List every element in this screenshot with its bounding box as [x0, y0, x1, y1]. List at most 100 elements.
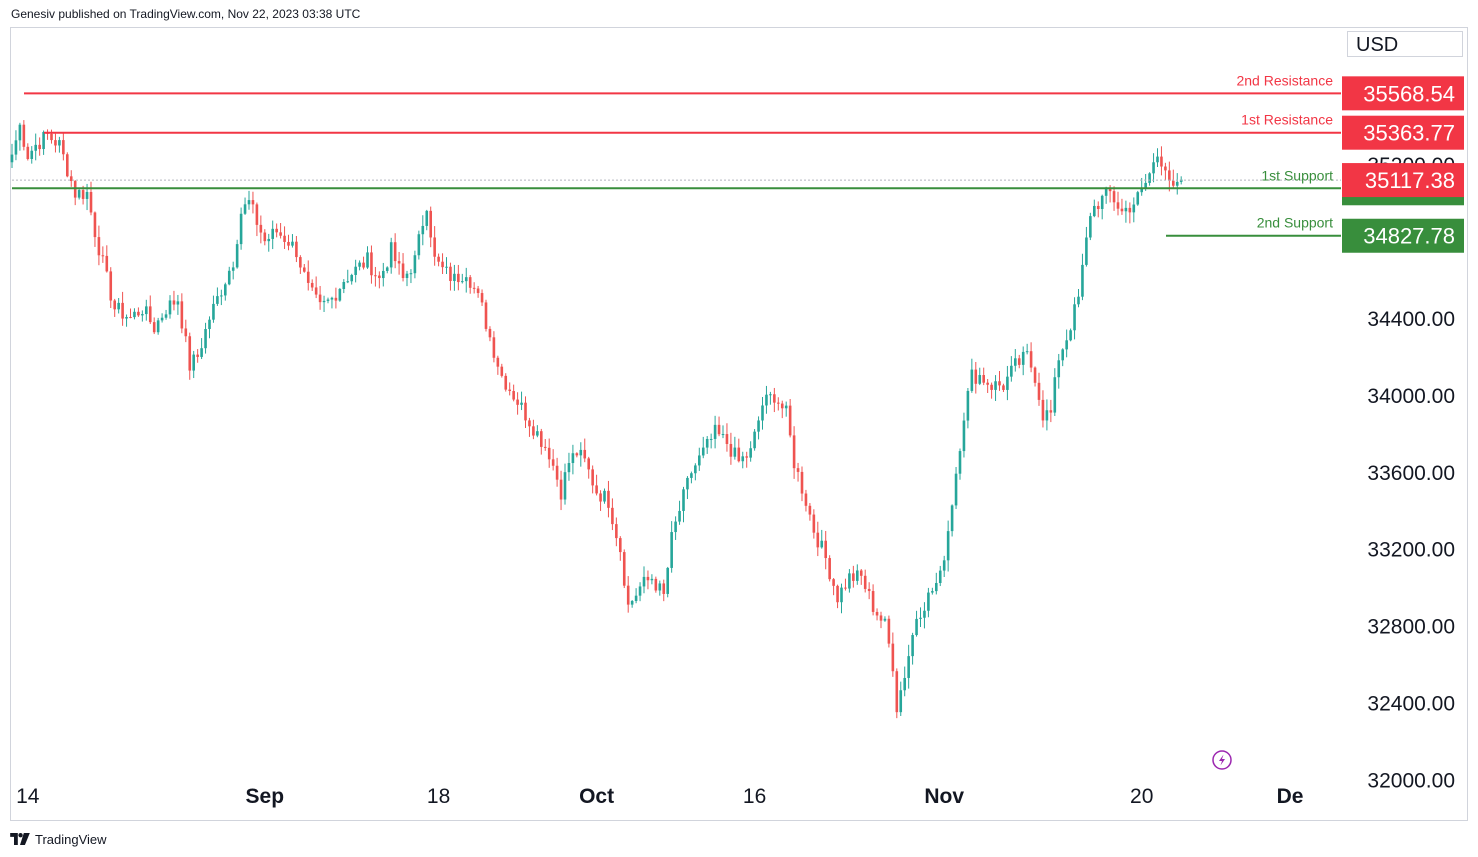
candle — [1100, 194, 1104, 220]
level-label: 2nd Resistance — [1236, 72, 1333, 88]
candle — [998, 370, 1001, 391]
candle — [133, 308, 136, 320]
candle — [690, 471, 693, 484]
candle — [1073, 297, 1076, 340]
candle — [863, 569, 867, 593]
candle — [705, 436, 709, 454]
level-label: 2nd Support — [1257, 215, 1333, 231]
candle — [1120, 198, 1124, 215]
currency-selector[interactable]: USD — [1347, 31, 1463, 57]
candle — [658, 580, 662, 596]
candle — [1175, 173, 1179, 195]
candle — [433, 226, 436, 266]
candle — [417, 230, 421, 260]
candle — [931, 587, 934, 595]
candle — [496, 355, 500, 375]
candle — [1156, 148, 1159, 167]
candle — [97, 225, 101, 266]
candle — [875, 608, 879, 621]
x-tick-label: Oct — [579, 785, 614, 808]
candle — [413, 250, 417, 279]
candle — [382, 262, 385, 287]
x-tick-label: Nov — [924, 785, 964, 808]
y-tick-label: 33200.00 — [1367, 539, 1455, 562]
candle — [563, 463, 567, 505]
candle — [591, 465, 594, 494]
candle — [717, 416, 721, 437]
candle — [73, 180, 77, 206]
svg-text:35568.54: 35568.54 — [1363, 81, 1455, 106]
candle — [204, 322, 207, 354]
candle — [216, 287, 219, 306]
price-badge: 35117.38 — [1342, 163, 1464, 198]
candle — [1061, 348, 1064, 367]
candle — [686, 476, 689, 500]
candle — [970, 358, 974, 393]
candle — [982, 367, 985, 386]
candle — [1116, 191, 1120, 216]
candle — [457, 264, 460, 291]
candle — [1096, 201, 1100, 218]
candle — [263, 229, 267, 246]
candle — [1069, 328, 1072, 342]
candle — [757, 416, 760, 440]
candle — [721, 425, 725, 439]
candle — [749, 441, 752, 462]
candle — [824, 530, 827, 570]
candle — [200, 338, 203, 360]
candle — [812, 509, 816, 539]
candle — [701, 436, 705, 459]
candle — [1081, 253, 1084, 301]
candle — [773, 387, 776, 413]
candle — [385, 266, 389, 274]
candle — [267, 233, 271, 252]
candle — [22, 120, 26, 151]
candle — [374, 266, 377, 287]
candle — [259, 215, 263, 244]
candle — [547, 438, 551, 468]
candle — [243, 197, 247, 215]
candle — [595, 474, 598, 496]
candle — [879, 611, 883, 629]
candle — [923, 602, 926, 629]
candle — [109, 267, 113, 308]
x-tick-label: 18 — [427, 785, 450, 808]
candle — [927, 587, 930, 618]
candle — [409, 269, 413, 284]
candle — [587, 456, 590, 479]
candle — [488, 326, 492, 342]
candle — [30, 146, 34, 164]
candle — [788, 398, 792, 438]
candle — [224, 282, 227, 301]
publish-info: Genesiv published on TradingView.com, No… — [11, 7, 361, 21]
candle — [650, 574, 654, 585]
candle — [946, 520, 950, 572]
candle — [1065, 329, 1068, 358]
candle — [555, 457, 559, 487]
candle — [895, 668, 899, 719]
lightning-icon[interactable] — [1212, 750, 1232, 770]
candle — [935, 572, 938, 595]
candle — [314, 276, 318, 299]
candle — [915, 610, 918, 637]
candle — [346, 269, 350, 284]
candle — [235, 239, 239, 269]
candle — [666, 566, 669, 598]
candle — [528, 417, 531, 437]
candle — [603, 488, 606, 504]
candle — [1124, 200, 1128, 223]
candle — [551, 449, 555, 471]
candle — [709, 433, 713, 449]
candle — [852, 565, 855, 588]
candle — [1164, 162, 1167, 180]
candle — [911, 632, 914, 665]
candle — [950, 504, 954, 537]
tradingview-logo-icon — [10, 833, 30, 845]
candle — [145, 299, 148, 321]
candle — [66, 152, 69, 178]
candle — [769, 391, 772, 405]
candle — [808, 503, 812, 521]
candle — [1002, 383, 1005, 392]
candle — [583, 438, 587, 463]
